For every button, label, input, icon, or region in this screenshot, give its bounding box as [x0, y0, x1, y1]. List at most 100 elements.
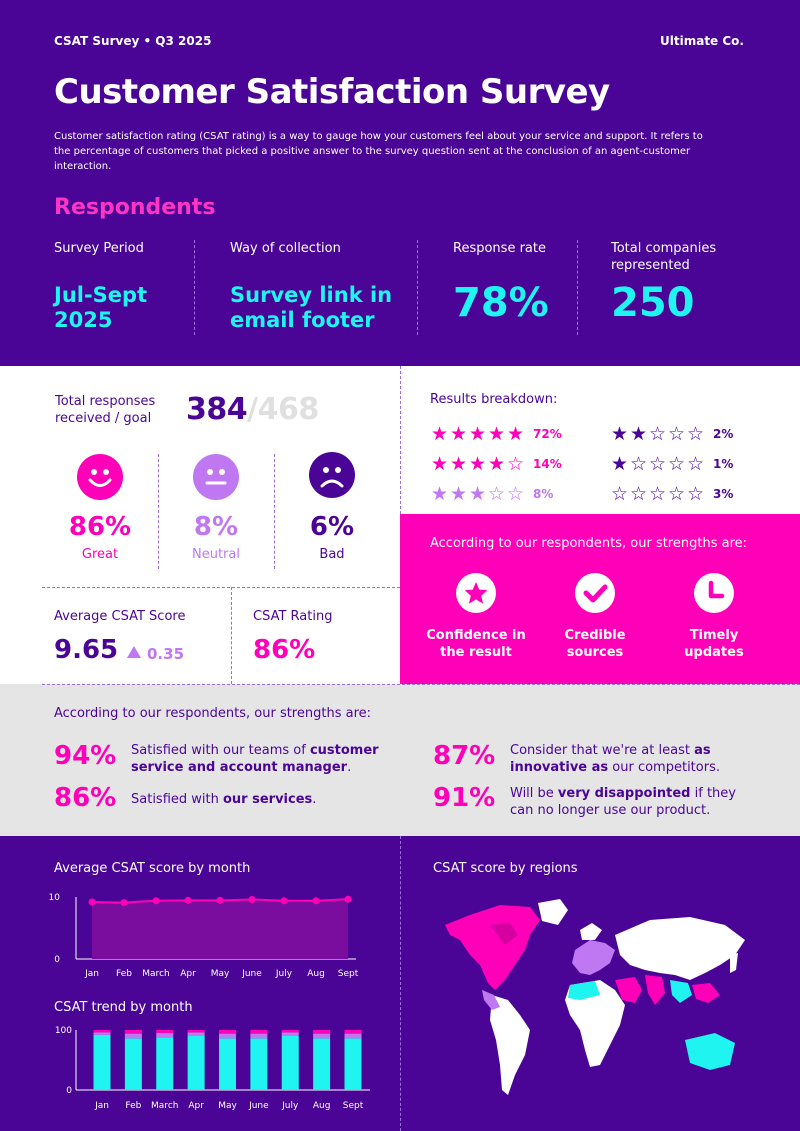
bar-segment: [313, 1038, 331, 1090]
star-filled-icon: ★: [430, 482, 449, 505]
intro-text: Customer satisfaction rating (CSAT ratin…: [54, 131, 703, 172]
data-point: [184, 896, 192, 904]
star-rating-percent: 8%: [533, 487, 554, 501]
star-rating-row: ★ ★ ★ ★ ☆ 14%: [430, 449, 562, 479]
strengths-box-title: According to our respondents, our streng…: [430, 536, 748, 551]
star-empty-icon: ☆: [506, 482, 525, 505]
strength-percent: 91%: [433, 783, 496, 813]
star-filled-icon: ★: [610, 422, 629, 445]
data-point: [88, 898, 96, 906]
x-tick-label: Jan: [84, 969, 99, 979]
divider: [231, 587, 232, 684]
csat-rating-value: 86%: [253, 635, 316, 665]
bar-segment: [187, 1032, 205, 1036]
star-filled-icon: ★: [629, 422, 648, 445]
stat-label-collection: Way of collection: [230, 241, 341, 256]
star-rating-percent: 1%: [713, 457, 734, 471]
star-filled-icon: ★: [468, 422, 487, 445]
strength-label-timely: Timely updates: [684, 628, 744, 660]
strengths-section: [0, 684, 800, 836]
bar-segment: [344, 1033, 362, 1039]
chart-title-trend: CSAT trend by month: [54, 1000, 193, 1015]
bad-percent: 6%: [309, 512, 355, 542]
divider: [417, 240, 418, 335]
x-tick-label: Aug: [313, 1101, 331, 1111]
x-tick-label: July: [281, 1101, 299, 1111]
star-filled-icon: ★: [487, 452, 506, 475]
x-tick-label: Sept: [338, 969, 359, 979]
star-rating-percent: 3%: [713, 487, 734, 501]
star-empty-icon: ☆: [648, 452, 667, 475]
bar-segment: [313, 1033, 331, 1039]
divider: [42, 587, 400, 588]
bar-segment: [219, 1038, 236, 1090]
star-icon: [456, 573, 496, 613]
star-empty-icon: ☆: [686, 422, 705, 445]
great-percent: 86%: [68, 512, 132, 542]
star-filled-icon: ★: [610, 452, 629, 475]
star-rating-row: ★ ★ ★ ☆ ☆ 8%: [430, 479, 562, 509]
stat-value-companies: 250: [611, 280, 695, 326]
star-rating-percent: 2%: [713, 427, 734, 441]
stat-value-response-rate: 78%: [453, 280, 549, 326]
stat-label-companies: Total companies represented: [611, 241, 717, 273]
stat-label-response-rate: Response rate: [453, 241, 546, 256]
divider: [400, 836, 401, 1131]
x-tick-label: Jan: [94, 1101, 109, 1111]
neutral-face-icon: [193, 454, 239, 500]
bar-segment: [156, 1037, 174, 1090]
star-empty-icon: ☆: [686, 482, 705, 505]
y-tick-label: 0: [54, 955, 60, 965]
x-tick-label: May: [211, 969, 230, 979]
bar-segment: [344, 1038, 362, 1090]
x-tick-label: March: [142, 969, 169, 979]
y-tick-label: 0: [66, 1086, 72, 1096]
check-icon: [575, 573, 615, 613]
data-point: [248, 895, 256, 903]
csat-rating-label: CSAT Rating: [253, 609, 333, 624]
avg-score-area-chart: 0 10 Jan Feb March Apr May June July Aug Sept: [49, 893, 359, 979]
bar-segment: [281, 1032, 299, 1036]
company-name: Ultimate Co.: [660, 34, 744, 48]
star-filled-icon: ★: [449, 422, 468, 445]
star-empty-icon: ☆: [629, 482, 648, 505]
data-point: [312, 897, 320, 905]
x-tick-label: July: [275, 969, 293, 979]
bar-segment: [281, 1030, 299, 1033]
header-section: CSAT Survey • Q3 2025 Ultimate Co. Custo…: [0, 0, 800, 366]
strength-text: Consider that we're at least as innovati…: [510, 743, 720, 775]
star-empty-icon: ☆: [629, 452, 648, 475]
bar-segment: [124, 1033, 142, 1039]
star-rating-percent: 72%: [533, 427, 562, 441]
bar-segment: [219, 1030, 236, 1034]
star-rating-column-right: ★ ★ ☆ ☆ ☆ 2% ★ ☆ ☆ ☆ ☆ 1% ☆ ☆ ☆ ☆ ☆ 3%: [610, 419, 733, 509]
divider: [194, 240, 195, 335]
star-rating-row: ★ ★ ☆ ☆ ☆ 2%: [610, 419, 733, 449]
star-rating-column-left: ★ ★ ★ ★ ★ 72% ★ ★ ★ ★ ☆ 14% ★ ★ ★ ☆ ☆ 8%: [430, 419, 562, 509]
responses-label: Total responses received / goal: [55, 394, 156, 426]
divider: [400, 366, 401, 514]
data-point: [280, 897, 288, 905]
star-empty-icon: ☆: [667, 452, 686, 475]
bar-segment: [281, 1036, 299, 1090]
divider: [42, 684, 800, 685]
strength-percent: 94%: [54, 741, 117, 771]
x-tick-label: June: [241, 969, 262, 979]
star-filled-icon: ★: [430, 422, 449, 445]
bar-segment: [219, 1033, 236, 1039]
x-tick-label: May: [218, 1101, 237, 1111]
stat-label-period: Survey Period: [54, 241, 144, 256]
star-empty-icon: ☆: [648, 482, 667, 505]
stat-value-collection: Survey link in email footer: [230, 283, 393, 332]
bar-segment: [93, 1030, 111, 1033]
divider: [577, 240, 578, 335]
strength-label-confidence: Confidence in the result: [426, 628, 526, 660]
stat-value-period: Jul-Sept 2025: [54, 283, 148, 332]
x-tick-label: March: [151, 1101, 178, 1111]
bar-segment: [156, 1033, 174, 1038]
star-rating-row: ☆ ☆ ☆ ☆ ☆ 3%: [610, 479, 733, 509]
avg-score-value: 9.65: [54, 635, 119, 665]
bar-segment: [250, 1038, 268, 1090]
bar-segment: [250, 1033, 268, 1039]
star-empty-icon: ☆: [667, 422, 686, 445]
